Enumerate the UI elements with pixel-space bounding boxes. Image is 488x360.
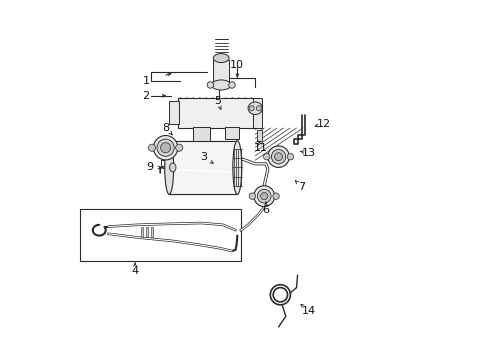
Ellipse shape [271,149,285,164]
Text: 14: 14 [302,306,315,316]
Bar [192,127,210,141]
Bar [257,130,262,140]
Circle shape [175,144,183,151]
Ellipse shape [260,193,267,200]
Text: 12: 12 [316,120,330,129]
Text: 8: 8 [162,123,169,133]
Bar [253,98,262,128]
Ellipse shape [253,186,274,207]
Circle shape [256,106,261,111]
Text: 13: 13 [302,148,315,158]
Ellipse shape [207,82,213,88]
Text: 4: 4 [131,266,139,276]
Ellipse shape [232,140,241,194]
Text: 2: 2 [142,91,149,101]
Bar [178,98,255,128]
Bar [145,226,148,237]
Ellipse shape [164,140,173,194]
Bar [80,209,241,261]
Ellipse shape [157,139,174,156]
Bar [169,101,179,125]
Text: 3: 3 [200,152,206,162]
Ellipse shape [160,143,170,153]
Circle shape [272,193,279,199]
Text: 9: 9 [145,162,153,172]
Ellipse shape [257,189,270,203]
Text: 6: 6 [262,206,269,216]
Ellipse shape [153,135,178,160]
Circle shape [286,153,293,160]
Circle shape [148,144,155,151]
Ellipse shape [211,80,230,90]
Ellipse shape [274,153,282,161]
Bar [213,60,228,83]
Ellipse shape [247,102,262,114]
Text: 7: 7 [298,182,305,192]
Bar [169,140,237,194]
Circle shape [249,106,254,111]
Text: 1: 1 [142,76,149,86]
Text: 5: 5 [214,96,221,106]
Text: 10: 10 [230,60,244,70]
Text: 11: 11 [253,143,267,153]
Ellipse shape [267,146,289,167]
Circle shape [249,193,255,199]
Ellipse shape [169,163,176,172]
Ellipse shape [228,82,235,88]
Ellipse shape [213,54,228,63]
Bar [224,127,239,139]
Bar [151,226,153,237]
Bar [140,226,142,237]
Circle shape [263,153,269,160]
